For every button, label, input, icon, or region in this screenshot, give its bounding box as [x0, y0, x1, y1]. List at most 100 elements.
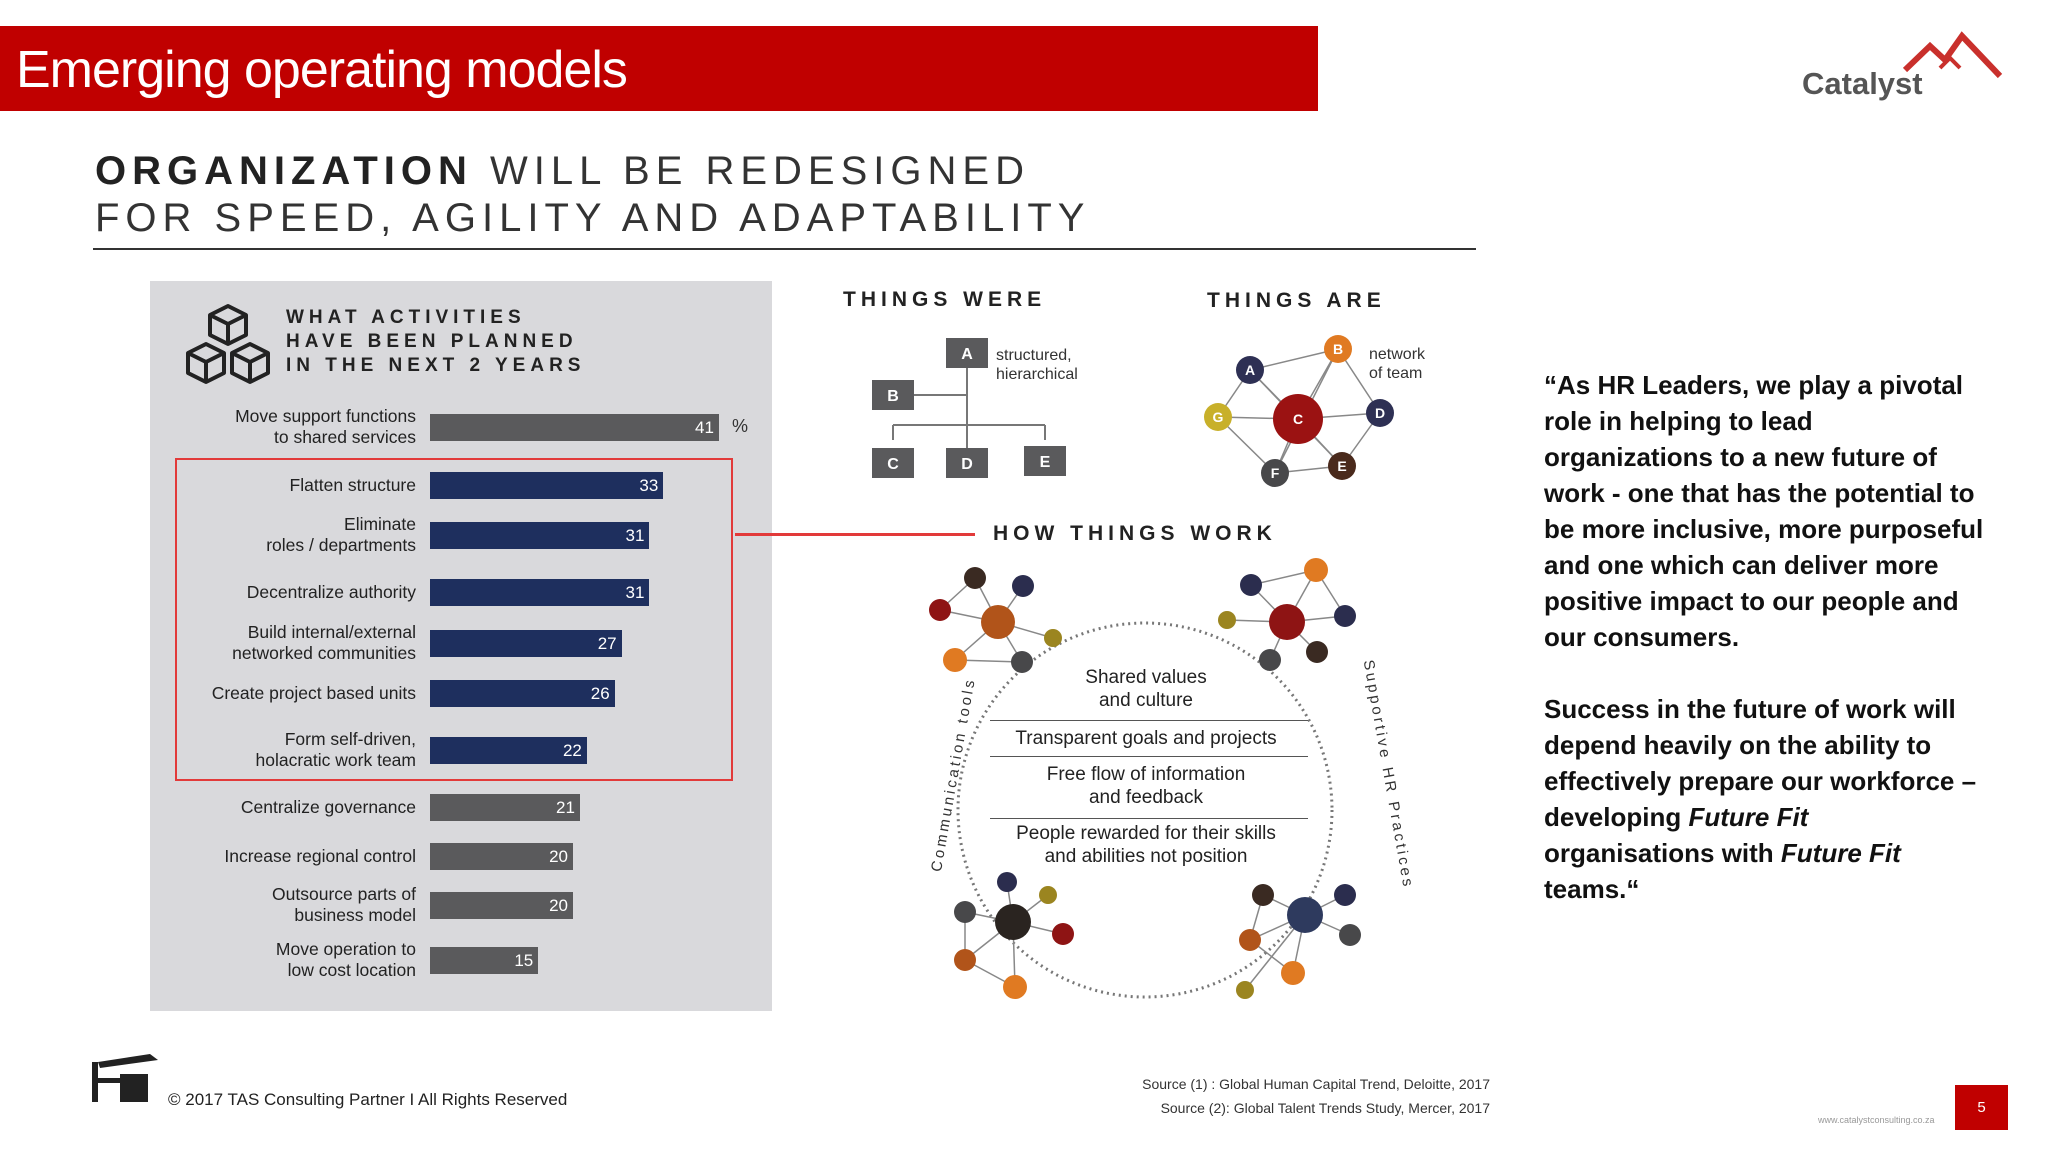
bar-category-label-line: holacratic work team — [255, 750, 416, 770]
quote-paragraph-2: Success in the future of work will depen… — [1544, 691, 1984, 907]
hierarchy-diagram: A B C D E — [872, 338, 1066, 478]
are-note-line2: of team — [1369, 365, 1423, 382]
net-node-a: A — [1245, 362, 1255, 378]
center-text-line: and abilities not position — [1044, 846, 1248, 867]
bar-value-label: 21 — [556, 797, 575, 817]
activities-title-line1: WHAT ACTIVITIES — [286, 307, 526, 328]
bar-category-label-line: Increase regional control — [224, 845, 416, 866]
node-a-label: A — [961, 346, 973, 363]
bar-value-label: 31 — [625, 582, 645, 602]
hr-quote: “As HR Leaders, we play a pivotal role i… — [1544, 367, 1984, 907]
center-divider-2 — [990, 756, 1308, 757]
center-text-line: and feedback — [1088, 787, 1204, 808]
quote-p2-b: organisations with — [1544, 838, 1781, 868]
quote-paragraph-1: “As HR Leaders, we play a pivotal role i… — [1544, 370, 1984, 652]
website-url: www.catalystconsulting.co.za — [1818, 1115, 1935, 1125]
bar-category-label: Decentralize authority — [150, 582, 416, 603]
cubes-icon — [186, 304, 270, 384]
bar — [430, 793, 580, 821]
headline: ORGANIZATION WILL BE REDESIGNED FOR SPEE… — [95, 148, 1090, 242]
center-text-line: People rewarded for their skills — [1016, 823, 1276, 844]
things-are-title: THINGS ARE — [1207, 289, 1386, 312]
bar-category-label: Form self-driven, holacratic work team — [150, 729, 416, 771]
bar — [430, 736, 587, 764]
bar — [430, 521, 650, 549]
bar-category-label-line: Create project based units — [211, 682, 416, 703]
bar-category-label: Eliminate roles / departments — [150, 514, 416, 556]
how-things-work-diagram — [929, 558, 1361, 999]
are-note: network of team — [1369, 345, 1425, 383]
people-rewarded-text: People rewarded for their skills and abil… — [986, 822, 1306, 868]
net-node-d: D — [1375, 405, 1385, 421]
bar-value-label: 20 — [549, 895, 568, 915]
bar — [430, 471, 664, 499]
bar — [430, 679, 615, 707]
bar-category-label-line: Centralize governance — [240, 796, 416, 817]
headline-line1-rest: WILL BE REDESIGNED — [472, 149, 1030, 193]
net-node-f: F — [1271, 465, 1280, 481]
bar-category-label: Centralize governance — [150, 797, 416, 818]
network-diagram: A B C D E F G — [1204, 335, 1394, 487]
bar-category-label-line: Outsource parts of — [272, 884, 416, 904]
how-things-work-title: HOW THINGS WORK — [993, 522, 1277, 545]
bar-category-label-line: Form self-driven, — [284, 729, 416, 749]
bar-category-label-line: Move operation to — [275, 939, 416, 959]
things-were-title: THINGS WERE — [843, 288, 1047, 311]
were-note: structured, hierarchical — [996, 346, 1078, 384]
bar — [430, 946, 539, 974]
bar — [430, 842, 573, 870]
source-2: Source (2): Global Talent Trends Study, … — [1160, 1100, 1490, 1116]
bar-category-label: Move support functions to shared services — [150, 406, 416, 448]
node-b-label: B — [887, 388, 899, 405]
node-e-label: E — [1040, 454, 1051, 471]
source-1: Source (1) : Global Human Capital Trend,… — [1142, 1076, 1490, 1092]
bar-category-label-line: networked communities — [232, 643, 416, 663]
quote-p2-a: Success in the future of work will depen… — [1544, 694, 1977, 832]
activities-title: WHAT ACTIVITIES HAVE BEEN PLANNED IN THE… — [286, 306, 585, 378]
node-c-label: C — [887, 456, 899, 473]
slide-title: Emerging operating models — [16, 41, 628, 99]
highlight-connector — [735, 533, 975, 536]
title-bar: Emerging operating models — [0, 26, 1318, 111]
bar — [430, 413, 719, 441]
catalyst-logo-mountain-icon — [1902, 31, 2003, 79]
net-node-e: E — [1337, 458, 1346, 474]
shared-values-text: Shared values and culture — [986, 666, 1306, 712]
bar-category-label-line: low cost location — [287, 960, 416, 980]
activities-title-line3: IN THE NEXT 2 YEARS — [286, 355, 586, 376]
activities-title-line2: HAVE BEEN PLANNED — [286, 331, 578, 352]
highlight-box — [175, 458, 733, 781]
percent-unit: % — [732, 416, 749, 436]
quote-p2-c: teams.“ — [1544, 874, 1640, 904]
transparent-goals-text: Transparent goals and projects — [986, 727, 1306, 750]
were-note-line1: structured, — [996, 347, 1072, 364]
bar-value-label: 26 — [590, 683, 610, 703]
bar-value-label: 22 — [562, 740, 582, 760]
headline-bold: ORGANIZATION — [95, 149, 473, 193]
bar-category-label-line: to shared services — [273, 427, 416, 447]
center-text-line: Free flow of information — [1046, 764, 1246, 785]
bar-value-label: 41 — [695, 417, 714, 437]
center-divider-1 — [990, 720, 1308, 721]
center-text-line: Transparent goals and projects — [1015, 728, 1277, 749]
bar-category-label: Flatten structure — [150, 475, 416, 496]
bar-category-label: Outsource parts of business model — [150, 884, 416, 926]
bar — [430, 629, 622, 657]
bar-value-label: 31 — [625, 525, 645, 545]
free-flow-text: Free flow of information and feedback — [986, 763, 1306, 809]
bar — [430, 891, 573, 919]
bar-value-label: 15 — [514, 950, 534, 970]
net-node-c: C — [1293, 411, 1303, 427]
center-text-line: Shared values — [1085, 667, 1207, 688]
bar-value-label: 33 — [639, 475, 659, 495]
bar-value-label: 20 — [549, 846, 568, 866]
tas-logo-icon — [92, 1054, 158, 1102]
bar-category-label-line: Flatten structure — [289, 474, 416, 495]
bar-category-label: Create project based units — [150, 683, 416, 704]
net-node-g: G — [1213, 409, 1224, 425]
bar-category-label: Increase regional control — [150, 846, 416, 867]
net-node-b: B — [1333, 341, 1343, 357]
bar-category-label-line: Build internal/external — [247, 622, 416, 642]
bar-category-label-line: Eliminate — [344, 514, 416, 534]
were-note-line2: hierarchical — [996, 366, 1078, 383]
